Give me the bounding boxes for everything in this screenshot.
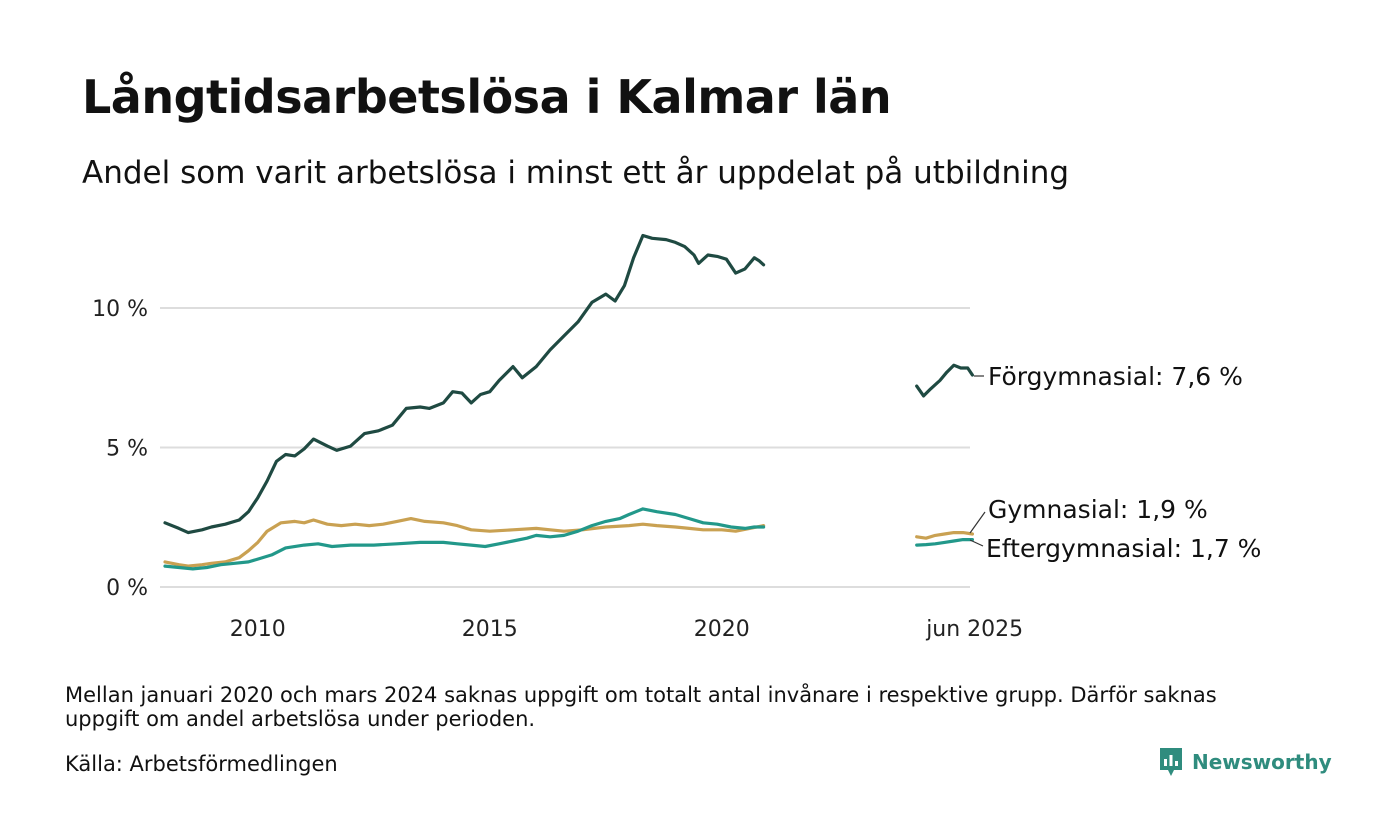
leader-line xyxy=(969,511,986,534)
end-labels: Förgymnasial: 7,6 % Gymnasial: 1,9 % Efter… xyxy=(969,362,1261,563)
newsworthy-logo-icon xyxy=(1160,748,1182,776)
series-line-gymnasial xyxy=(915,531,974,540)
x-tick-label: 2015 xyxy=(462,617,518,642)
gridlines xyxy=(160,307,970,588)
series-line-eftergymnasial xyxy=(915,538,974,547)
source-credit: Källa: Arbetsförmedlingen xyxy=(65,752,338,776)
y-tick-label: 0 % xyxy=(106,576,148,601)
series-line-gymnasial xyxy=(163,517,766,568)
series-end-label: Eftergymnasial: 1,7 % xyxy=(986,534,1261,563)
leader-line xyxy=(969,539,984,547)
series-line-eftergymnasial xyxy=(163,507,766,571)
series-end-label: Förgymnasial: 7,6 % xyxy=(988,362,1243,391)
y-tick-label: 5 % xyxy=(106,437,148,462)
brand-logo[interactable]: Newsworthy xyxy=(1158,746,1332,778)
x-tick-label: 2010 xyxy=(230,617,286,642)
x-axis-ticks: 2010 2015 2020 jun 2025 xyxy=(230,617,1023,642)
series-line-förgymnasial xyxy=(163,233,766,535)
series-lines xyxy=(163,233,974,571)
series-line-förgymnasial xyxy=(915,363,974,398)
y-axis-ticks: 0 % 5 % 10 % xyxy=(92,297,148,601)
chart-subtitle: Andel som varit arbetslösa i minst ett å… xyxy=(82,155,1070,191)
chart-title: Långtidsarbetslösa i Kalmar län xyxy=(82,70,892,124)
brand-name: Newsworthy xyxy=(1192,750,1332,774)
footnote: Mellan januari 2020 och mars 2024 saknas… xyxy=(65,683,1217,731)
series-end-label: Gymnasial: 1,9 % xyxy=(988,495,1208,524)
x-tick-label: 2020 xyxy=(694,617,750,642)
y-tick-label: 10 % xyxy=(92,297,148,322)
x-tick-label: jun 2025 xyxy=(925,617,1023,642)
